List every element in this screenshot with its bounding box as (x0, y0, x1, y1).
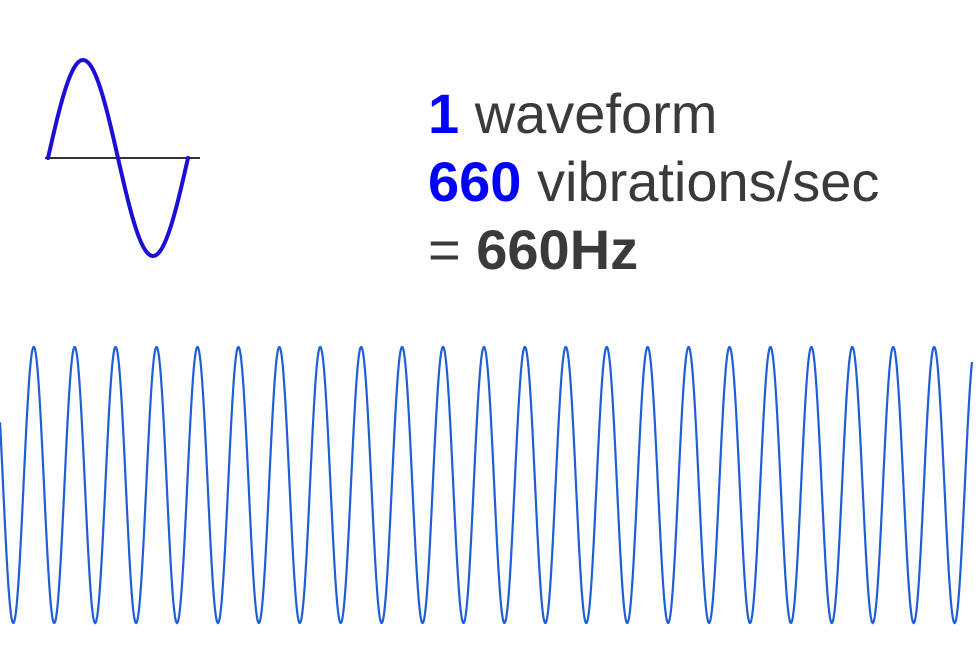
caption-line-vibrations: 660 vibrations/sec (428, 148, 879, 216)
equals-sign: = (428, 218, 477, 281)
waveform-strip (0, 345, 974, 625)
frequency-caption: 1 waveform 660 vibrations/sec = 660Hz (428, 80, 879, 284)
frequency-value: 660Hz (476, 218, 639, 281)
single-sine-wave (46, 57, 190, 259)
waveform-count: 1 (428, 82, 460, 145)
caption-line-waveform: 1 waveform (428, 80, 879, 148)
vibrations-label: vibrations/sec (521, 150, 880, 213)
caption-line-hz: = 660Hz (428, 216, 879, 284)
repeating-sine-wave (0, 345, 974, 625)
waveform-label: waveform (459, 82, 718, 145)
single-waveform-illustration (45, 57, 200, 259)
vibrations-count: 660 (428, 150, 522, 213)
